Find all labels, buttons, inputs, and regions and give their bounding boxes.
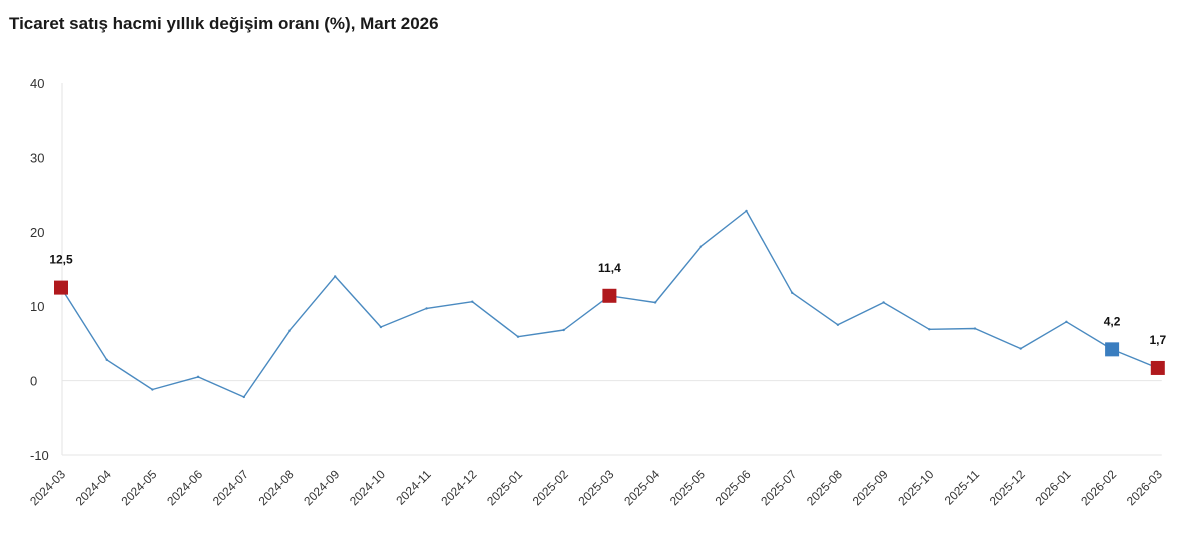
x-tick-label: 2024-11 xyxy=(393,467,434,508)
x-tick-label: 2025-11 xyxy=(942,467,983,508)
x-tick-label: 2024-07 xyxy=(210,467,251,508)
x-tick-label: 2025-10 xyxy=(895,467,936,508)
data-point xyxy=(288,329,291,332)
x-tick-label: 2025-01 xyxy=(484,467,525,508)
data-point xyxy=(516,335,520,338)
y-tick-label: 10 xyxy=(30,299,44,314)
x-tick-label: 2026-02 xyxy=(1078,467,1119,508)
x-tick-label: 2026-03 xyxy=(1124,467,1165,508)
data-point xyxy=(745,209,748,213)
highlight-marker xyxy=(54,280,68,295)
x-tick-label: 2025-09 xyxy=(850,467,891,508)
highlight-marker xyxy=(602,288,617,303)
data-point xyxy=(105,358,108,361)
x-tick-label: 2024-09 xyxy=(301,467,342,508)
x-tick-label: 2024-08 xyxy=(256,467,297,508)
data-label: 4,2 xyxy=(1104,314,1121,328)
data-point xyxy=(1019,347,1022,350)
x-tick-label: 2025-08 xyxy=(804,467,845,508)
x-tick-label: 2025-07 xyxy=(758,467,799,508)
data-point xyxy=(836,323,840,326)
x-tick-label: 2025-12 xyxy=(987,467,1028,508)
data-point xyxy=(1065,320,1068,324)
x-tick-label: 2025-02 xyxy=(530,467,571,508)
data-point xyxy=(379,325,383,329)
data-point xyxy=(471,300,474,303)
y-tick-label: 30 xyxy=(30,150,44,165)
x-tick-label: 2024-10 xyxy=(347,467,388,508)
y-axis: -10 0 10 20 30 40 xyxy=(30,76,1162,463)
x-tick-label: 2025-04 xyxy=(621,467,662,508)
x-tick-label: 2024-06 xyxy=(164,467,205,508)
highlight-marker xyxy=(1105,342,1120,357)
data-point xyxy=(928,328,931,331)
y-tick-label: -10 xyxy=(30,448,49,463)
data-point xyxy=(151,388,154,391)
x-tick-label: 2024-04 xyxy=(73,467,114,508)
x-tick-label: 2024-12 xyxy=(438,467,479,508)
data-point xyxy=(973,327,977,330)
x-axis: 2024-03 2024-04 2024-05 2024-06 2024-07 2024-… xyxy=(27,454,1165,508)
data-label: 11,4 xyxy=(598,261,621,275)
x-tick-label: 2024-03 xyxy=(27,467,68,508)
x-tick-label: 2024-05 xyxy=(118,467,159,508)
y-tick-label: 40 xyxy=(30,76,44,91)
data-point xyxy=(242,395,245,399)
marker-layer: 12,5 11,4 4,2 1,7 xyxy=(49,253,1166,375)
data-point xyxy=(334,275,337,278)
series-layer xyxy=(59,209,1160,399)
data-point xyxy=(791,291,794,295)
x-tick-label: 2026-01 xyxy=(1032,467,1073,508)
data-point xyxy=(196,375,200,379)
data-point xyxy=(562,328,565,332)
y-tick-label: 0 xyxy=(30,374,37,389)
highlight-marker xyxy=(1150,360,1165,375)
x-tick-label: 2025-06 xyxy=(713,467,754,508)
data-point xyxy=(882,301,885,304)
data-point xyxy=(653,301,657,304)
data-point xyxy=(699,245,702,248)
x-tick-label: 2025-05 xyxy=(667,467,708,508)
series-line xyxy=(60,210,1159,398)
data-label: 1,7 xyxy=(1149,333,1166,347)
data-point xyxy=(425,307,428,310)
chart-title: Ticaret satış hacmi yıllık değişim oranı… xyxy=(9,14,439,33)
x-tick-label: 2025-03 xyxy=(575,467,616,508)
data-label: 12,5 xyxy=(49,253,73,267)
y-tick-label: 20 xyxy=(30,225,44,240)
